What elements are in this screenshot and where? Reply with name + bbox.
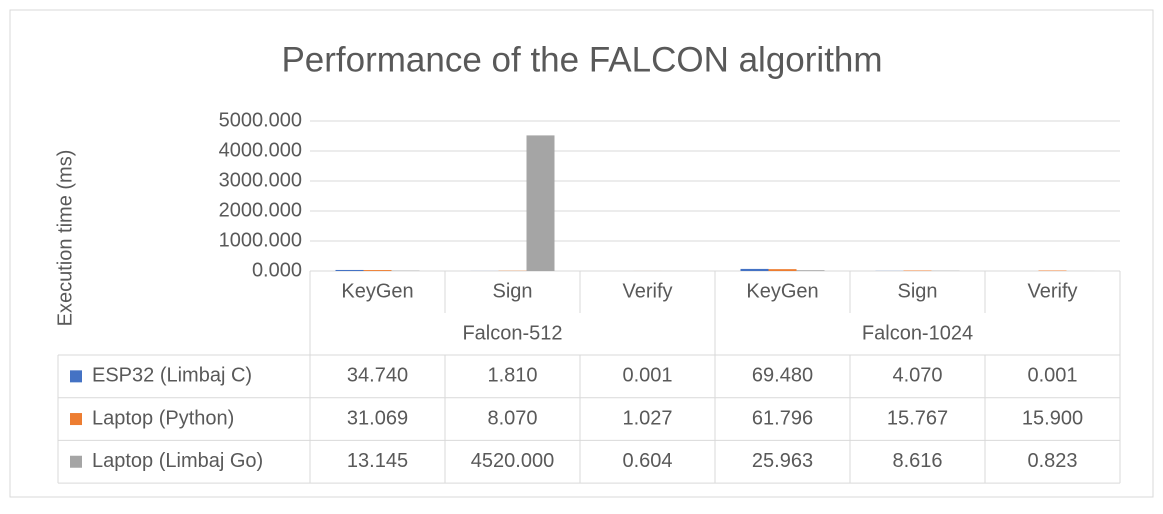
table-value: 0.604 (622, 450, 672, 472)
table-value: 25.963 (752, 450, 813, 472)
x-tick-label: Sign (492, 280, 532, 302)
y-tick-label: 1000.000 (219, 229, 302, 251)
table-value: 13.145 (347, 450, 408, 472)
legend-swatch (70, 370, 82, 382)
x-tick-label: Verify (1027, 280, 1077, 302)
y-tick-label: 4000.000 (219, 139, 302, 161)
bar (364, 270, 392, 271)
y-tick-label: 2000.000 (219, 199, 302, 221)
table-value: 1.810 (487, 365, 537, 387)
legend-label: Laptop (Python) (92, 407, 234, 429)
table-value: 61.796 (752, 407, 813, 429)
table-value: 4.070 (892, 365, 942, 387)
table-value: 4520.000 (471, 450, 554, 472)
table-value: 0.001 (622, 365, 672, 387)
legend-swatch (70, 413, 82, 425)
table-value: 0.001 (1027, 365, 1077, 387)
table-value: 34.740 (347, 365, 408, 387)
x-tick-label: KeyGen (746, 280, 818, 302)
table-value: 8.616 (892, 450, 942, 472)
table-value: 31.069 (347, 407, 408, 429)
x-tick-label: Sign (897, 280, 937, 302)
bar (336, 270, 364, 271)
y-axis-title: Execution time (ms) (54, 150, 76, 327)
table-value: 15.900 (1022, 407, 1083, 429)
y-tick-label: 5000.000 (219, 109, 302, 131)
table-value: 1.027 (622, 407, 672, 429)
group-label: Falcon-512 (462, 322, 562, 344)
table-value: 8.070 (487, 407, 537, 429)
y-tick-label: 0.000 (252, 259, 302, 281)
legend-swatch (70, 456, 82, 468)
bar (527, 135, 555, 271)
y-tick-label: 3000.000 (219, 169, 302, 191)
group-label: Falcon-1024 (862, 322, 973, 344)
bar (797, 270, 825, 271)
chart-title: Performance of the FALCON algorithm (281, 40, 882, 79)
x-tick-label: Verify (622, 280, 672, 302)
table-value: 69.480 (752, 365, 813, 387)
legend-label: Laptop (Limbaj Go) (92, 450, 263, 472)
bar (741, 269, 769, 271)
bar (769, 269, 797, 271)
x-tick-label: KeyGen (341, 280, 413, 302)
legend-label: ESP32 (Limbaj C) (92, 365, 252, 387)
table-value: 0.823 (1027, 450, 1077, 472)
table-value: 15.767 (887, 407, 948, 429)
